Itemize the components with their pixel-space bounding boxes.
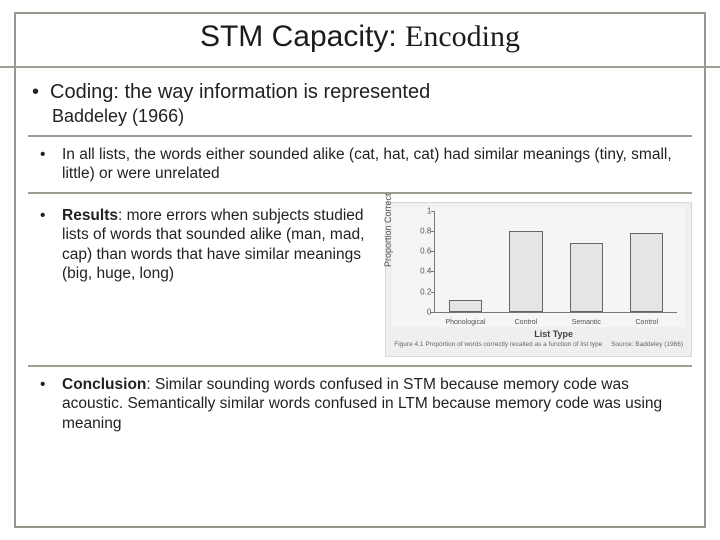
results-text-block: Results: more errors when subjects studi…: [28, 202, 373, 288]
subheading-baddeley: Baddeley (1966): [52, 106, 692, 127]
chart-bar: [509, 231, 542, 312]
chart-ylabel: Proportion Correct: [383, 193, 393, 267]
bullet-coding: Coding: the way information is represent…: [28, 80, 692, 104]
chart-xlabel: Phonological: [445, 319, 485, 326]
chart-bar: [449, 300, 482, 312]
results-label: Results: [62, 207, 118, 224]
chart-ytick-mark: [431, 251, 435, 252]
chart-ytick: 0.4: [407, 267, 431, 276]
chart-xlabel: Semantic: [572, 319, 601, 326]
chart-ytick-mark: [431, 271, 435, 272]
chart-ytick-mark: [431, 211, 435, 212]
chart-ytick: 0.2: [407, 287, 431, 296]
chart-bar: [630, 233, 663, 312]
results-row: Results: more errors when subjects studi…: [28, 202, 692, 357]
content-area: Coding: the way information is represent…: [0, 68, 720, 433]
bullet-results: Results: more errors when subjects studi…: [28, 206, 373, 284]
bullet-conclusion: Conclusion: Similar sounding words confu…: [28, 375, 692, 433]
chart-area: Proportion Correct 00.20.40.60.81Phonolo…: [392, 207, 685, 327]
chart-bar: [570, 243, 603, 312]
title-text-serif: Encoding: [405, 20, 520, 53]
slide-title: STM Capacity: Encoding: [0, 0, 720, 54]
chart-xlabel: Control: [515, 319, 538, 326]
conclusion-body: : Similar sounding words confused in STM…: [62, 376, 662, 432]
chart-caption-left: Figure 4.1 Proportion of words correctly…: [394, 341, 602, 348]
chart-plot: 00.20.40.60.81PhonologicalControlSemanti…: [434, 211, 677, 313]
chart-ytick: 0: [407, 307, 431, 316]
chart-container: Proportion Correct 00.20.40.60.81Phonolo…: [385, 202, 692, 357]
conclusion-label: Conclusion: [62, 376, 146, 393]
title-text-sans: STM Capacity:: [200, 20, 405, 53]
chart-ytick-mark: [431, 312, 435, 313]
chart-caption: Figure 4.1 Proportion of words correctly…: [392, 339, 685, 348]
chart-xlabel: Control: [635, 319, 658, 326]
chart-ytick: 0.6: [407, 247, 431, 256]
divider-2: [28, 192, 692, 194]
divider-3: [28, 365, 692, 367]
divider-1: [28, 135, 692, 137]
chart-ytick-mark: [431, 292, 435, 293]
bullet-lists: In all lists, the words either sounded a…: [28, 145, 692, 184]
chart-ytick: 1: [407, 206, 431, 215]
chart-xaxis-title: List Type: [392, 329, 685, 339]
chart-caption-right: Source: Baddeley (1966): [611, 341, 683, 348]
chart-ytick: 0.8: [407, 226, 431, 235]
chart-ytick-mark: [431, 231, 435, 232]
